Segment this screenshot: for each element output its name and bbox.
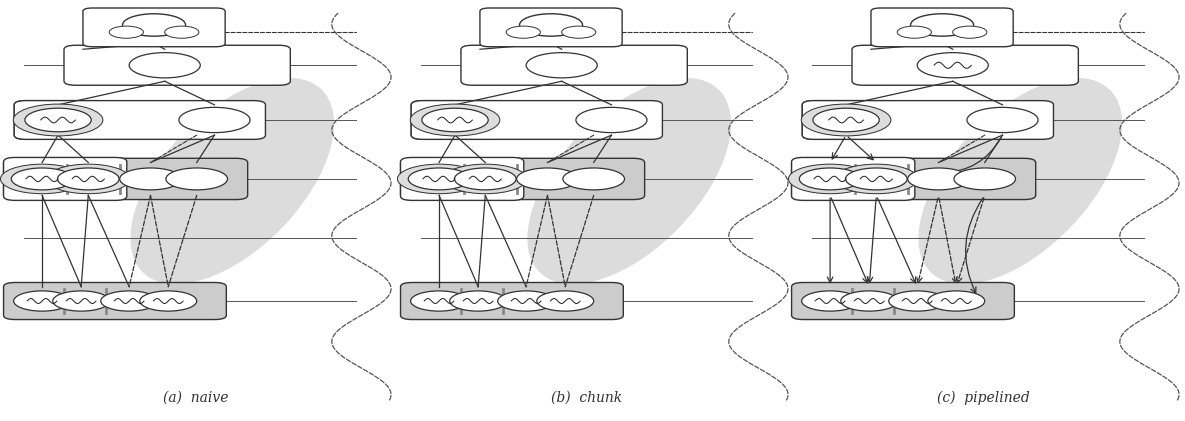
Circle shape bbox=[801, 104, 891, 136]
Circle shape bbox=[25, 108, 91, 132]
Circle shape bbox=[129, 53, 200, 78]
Ellipse shape bbox=[130, 78, 334, 284]
Circle shape bbox=[563, 168, 624, 190]
Circle shape bbox=[408, 168, 469, 190]
FancyBboxPatch shape bbox=[480, 8, 622, 47]
Circle shape bbox=[537, 291, 594, 311]
Circle shape bbox=[519, 14, 583, 36]
FancyBboxPatch shape bbox=[401, 158, 645, 200]
Circle shape bbox=[101, 291, 158, 311]
Circle shape bbox=[953, 26, 987, 38]
Circle shape bbox=[517, 168, 578, 190]
FancyBboxPatch shape bbox=[401, 282, 623, 320]
FancyBboxPatch shape bbox=[871, 8, 1013, 47]
Circle shape bbox=[506, 26, 540, 38]
FancyBboxPatch shape bbox=[852, 45, 1078, 85]
Circle shape bbox=[411, 291, 468, 311]
Circle shape bbox=[788, 164, 872, 194]
Ellipse shape bbox=[527, 78, 731, 284]
Circle shape bbox=[12, 168, 73, 190]
Circle shape bbox=[120, 168, 181, 190]
Circle shape bbox=[954, 168, 1016, 190]
FancyBboxPatch shape bbox=[4, 282, 226, 320]
Circle shape bbox=[14, 291, 71, 311]
Circle shape bbox=[526, 53, 597, 78]
Circle shape bbox=[179, 107, 250, 133]
Circle shape bbox=[799, 168, 860, 190]
Circle shape bbox=[908, 168, 969, 190]
Circle shape bbox=[109, 26, 143, 38]
Circle shape bbox=[562, 26, 596, 38]
FancyBboxPatch shape bbox=[83, 8, 225, 47]
Circle shape bbox=[410, 104, 500, 136]
Text: (a)  naive: (a) naive bbox=[162, 391, 229, 405]
FancyBboxPatch shape bbox=[401, 157, 524, 200]
Circle shape bbox=[57, 168, 118, 190]
Circle shape bbox=[897, 26, 931, 38]
FancyBboxPatch shape bbox=[4, 157, 127, 200]
Circle shape bbox=[166, 168, 228, 190]
FancyBboxPatch shape bbox=[411, 101, 662, 139]
Circle shape bbox=[834, 164, 918, 194]
Circle shape bbox=[450, 291, 507, 311]
Circle shape bbox=[813, 108, 879, 132]
Circle shape bbox=[498, 291, 555, 311]
FancyBboxPatch shape bbox=[461, 45, 687, 85]
Circle shape bbox=[46, 164, 130, 194]
Circle shape bbox=[841, 291, 898, 311]
Circle shape bbox=[845, 168, 908, 190]
Circle shape bbox=[910, 14, 974, 36]
Circle shape bbox=[576, 107, 647, 133]
Circle shape bbox=[801, 291, 858, 311]
FancyBboxPatch shape bbox=[792, 282, 1014, 320]
Circle shape bbox=[455, 168, 517, 190]
Ellipse shape bbox=[918, 78, 1122, 284]
Text: (c)  pipelined: (c) pipelined bbox=[937, 391, 1030, 405]
Circle shape bbox=[889, 291, 946, 311]
FancyBboxPatch shape bbox=[14, 101, 265, 139]
Circle shape bbox=[13, 104, 103, 136]
Circle shape bbox=[122, 14, 186, 36]
Circle shape bbox=[967, 107, 1038, 133]
FancyBboxPatch shape bbox=[64, 45, 290, 85]
FancyBboxPatch shape bbox=[411, 101, 506, 139]
Circle shape bbox=[0, 164, 84, 194]
Circle shape bbox=[422, 108, 488, 132]
FancyBboxPatch shape bbox=[14, 101, 109, 139]
Circle shape bbox=[397, 164, 481, 194]
Circle shape bbox=[443, 164, 527, 194]
FancyBboxPatch shape bbox=[802, 101, 897, 139]
Text: (b)  chunk: (b) chunk bbox=[551, 391, 622, 405]
FancyBboxPatch shape bbox=[792, 157, 915, 200]
Circle shape bbox=[928, 291, 985, 311]
FancyBboxPatch shape bbox=[4, 158, 248, 200]
FancyBboxPatch shape bbox=[802, 101, 1053, 139]
Circle shape bbox=[140, 291, 197, 311]
FancyBboxPatch shape bbox=[792, 158, 1036, 200]
Circle shape bbox=[165, 26, 199, 38]
Circle shape bbox=[52, 291, 109, 311]
Circle shape bbox=[917, 53, 988, 78]
